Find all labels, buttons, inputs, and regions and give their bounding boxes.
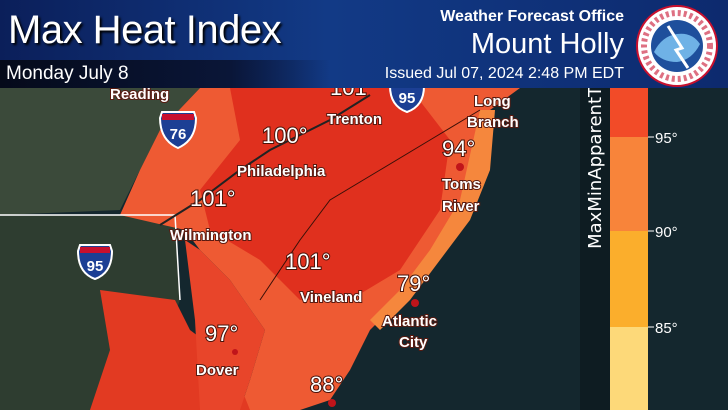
delaware-river: [159, 94, 371, 226]
land-west: [0, 88, 200, 215]
city-atlantic-city-line1: Atlantic: [382, 313, 437, 330]
colorbar-bin-above-95: [610, 88, 648, 137]
heat-region-red: [200, 88, 450, 300]
date-bar: [0, 60, 330, 88]
temp-cape-may: 88°: [310, 372, 343, 397]
highway-76-label: 76: [170, 126, 187, 143]
page-title: Max Heat Index: [8, 8, 282, 52]
temp-dover: 97°: [205, 321, 238, 346]
temp-wilmington: 101°: [190, 186, 236, 211]
colorbar-label-text: MaxMinApparentT: [585, 86, 606, 249]
highway-95-label: 95: [399, 90, 416, 107]
city-long-branch-line1: Long: [474, 93, 511, 110]
colorbar-tick-85: 85°: [655, 320, 678, 337]
temp-atlantic-city: 79°: [397, 271, 430, 296]
dover-dot: [232, 349, 238, 355]
city-vineland: Vineland: [300, 289, 362, 306]
toms-river-dot: [456, 163, 464, 171]
colorbar-tick-90: 90°: [655, 224, 678, 241]
city-trenton: Trenton: [327, 111, 382, 128]
temp-vineland: 101°: [285, 249, 331, 274]
cape-may-dot: [328, 399, 336, 407]
highway-95-shield-north: 95: [388, 79, 426, 114]
colorbar-bin-below-85: [610, 327, 648, 410]
issued-time: Issued Jul 07, 2024 2:48 PM EDT: [384, 65, 624, 82]
office-label: Weather Forecast Office: [440, 8, 624, 25]
city-toms-river-line2: River: [442, 198, 480, 215]
city-wilmington: Wilmington: [170, 227, 252, 244]
colorbar-label: MaxMinApparentT: [583, 86, 611, 286]
colorbar-bin-90-95: [610, 137, 648, 231]
city-philadelphia: Philadelphia: [237, 163, 326, 180]
highway-95-label: 95: [87, 258, 104, 275]
colorbar-tick-95: 95°: [655, 130, 678, 147]
heat-region-coast: [370, 110, 495, 330]
nws-logo: [636, 5, 718, 87]
city-dover: Dover: [196, 362, 239, 379]
atlantic-city-dot: [411, 299, 419, 307]
temp-philadelphia: 100°: [262, 123, 308, 148]
city-atlantic-city-line2: City: [399, 334, 428, 351]
highway-95-shield-south: 95: [76, 244, 114, 281]
county-lines: [259, 109, 481, 301]
temp-long-branch: 94°: [442, 136, 475, 161]
colorbar-bin-85-90: [610, 231, 648, 327]
city-reading: Reading: [110, 86, 169, 103]
city-long-branch-line2: Branch: [467, 114, 519, 131]
heat-region-dover: [185, 240, 265, 410]
highway-76-shield: 76: [158, 111, 198, 150]
city-toms-river-line1: Toms: [442, 176, 481, 193]
forecast-date: Monday July 8: [6, 63, 129, 84]
office-name: Mount Holly: [470, 28, 624, 60]
